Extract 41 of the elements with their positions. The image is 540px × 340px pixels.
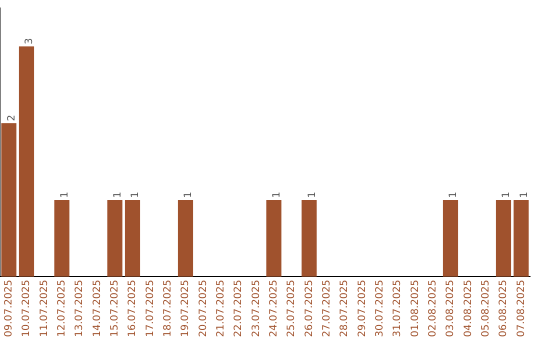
data-label: 1	[518, 192, 530, 198]
x-tick-label: 02.08.2025	[427, 280, 438, 338]
data-label: 1	[112, 192, 124, 198]
x-tick-label: 24.07.2025	[268, 280, 280, 338]
data-label: 1	[271, 192, 282, 198]
x-tick-label: 28.07.2025	[339, 280, 350, 338]
x-tick-label: 21.07.2025	[215, 280, 226, 338]
x-tick-label: 22.07.2025	[233, 280, 244, 338]
x-tick-label: 11.07.2025	[38, 280, 50, 338]
x-tick-label: 04.08.2025	[462, 280, 474, 338]
data-label: 1	[130, 192, 142, 198]
x-tick-label: 01.08.2025	[410, 280, 421, 338]
x-tick-label: 27.07.2025	[321, 280, 332, 338]
x-tick-label: 13.07.2025	[74, 280, 86, 338]
data-label: 2	[6, 114, 18, 122]
data-label: 1	[448, 192, 460, 198]
x-tick-label: 09.07.2025	[3, 280, 14, 338]
x-tick-label: 17.07.2025	[144, 280, 156, 338]
x-tick-label: 20.07.2025	[198, 280, 209, 338]
x-tick-label: 25.07.2025	[286, 280, 298, 338]
data-label: 1	[59, 192, 70, 198]
data-label: 1	[183, 192, 194, 198]
x-tick-label: 15.07.2025	[109, 280, 120, 338]
x-tick-label: 14.07.2025	[92, 280, 103, 338]
x-tick-label: 06.08.2025	[498, 280, 510, 338]
x-tick-label: 23.07.2025	[250, 280, 262, 338]
x-tick-label: 16.07.2025	[127, 280, 138, 338]
data-label: 3	[24, 38, 36, 44]
x-tick-label: 12.07.2025	[56, 280, 68, 338]
x-tick-label: 18.07.2025	[162, 280, 174, 338]
x-tick-label: 29.07.2025	[356, 280, 368, 338]
data-label: 1	[306, 192, 318, 198]
x-tick-label: 26.07.2025	[304, 280, 315, 338]
x-tick-label: 10.07.2025	[21, 280, 32, 338]
x-tick-label: 03.08.2025	[445, 280, 456, 338]
x-tick-label: 07.08.2025	[516, 280, 527, 338]
x-tick-label: 31.07.2025	[392, 280, 404, 338]
x-tick-label: 30.07.2025	[374, 280, 386, 338]
x-tick-label: 05.08.2025	[480, 280, 492, 338]
data-label: 1	[501, 192, 512, 198]
x-tick-label: 19.07.2025	[180, 280, 192, 338]
